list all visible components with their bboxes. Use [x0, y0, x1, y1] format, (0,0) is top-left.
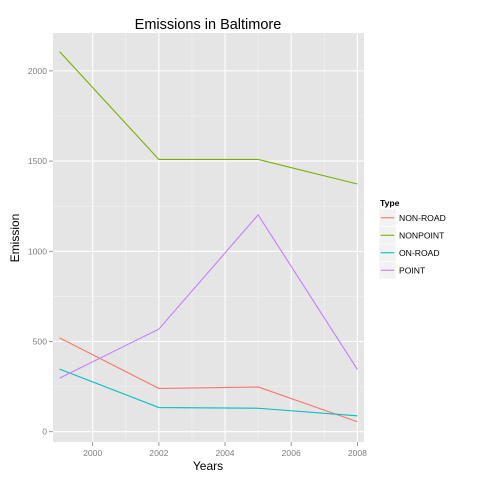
legend-label-non-road: NON-ROAD [399, 213, 446, 223]
major-grid [53, 33, 364, 442]
series-line-on-road [59, 368, 358, 417]
x-tick-label: 2008 [348, 448, 367, 458]
legend: Type NON-ROAD NONPOINT ON-ROAD POINT [378, 198, 446, 280]
legend-items: NON-ROAD NONPOINT ON-ROAD POINT [378, 208, 446, 280]
y-tick-label: 2000 [28, 66, 47, 76]
x-axis: 2000 2002 2004 2006 2008 [83, 442, 367, 458]
chart-title: Emissions in Baltimore [135, 17, 282, 33]
y-tick-label: 500 [33, 337, 48, 347]
x-tick-label: 2004 [215, 448, 234, 458]
legend-label-on-road: ON-ROAD [399, 248, 440, 258]
x-tick-label: 2002 [149, 448, 168, 458]
legend-label-point: POINT [399, 265, 426, 275]
y-axis: 0 500 1000 1500 2000 [28, 66, 53, 437]
x-tick-label: 2006 [282, 448, 301, 458]
x-axis-title: Years [193, 459, 223, 473]
series-line-point [59, 213, 358, 379]
series-layer [59, 51, 358, 423]
x-tick-label: 2000 [83, 448, 102, 458]
series-line-nonpoint [59, 51, 358, 185]
y-tick-label: 1500 [28, 156, 47, 166]
y-tick-label: 1000 [28, 246, 47, 256]
y-axis-title: Emission [8, 214, 22, 263]
legend-label-nonpoint: NONPOINT [399, 230, 445, 240]
y-tick-label: 0 [42, 427, 47, 437]
series-line-non-road [59, 337, 358, 423]
legend-title: Type [380, 198, 400, 208]
